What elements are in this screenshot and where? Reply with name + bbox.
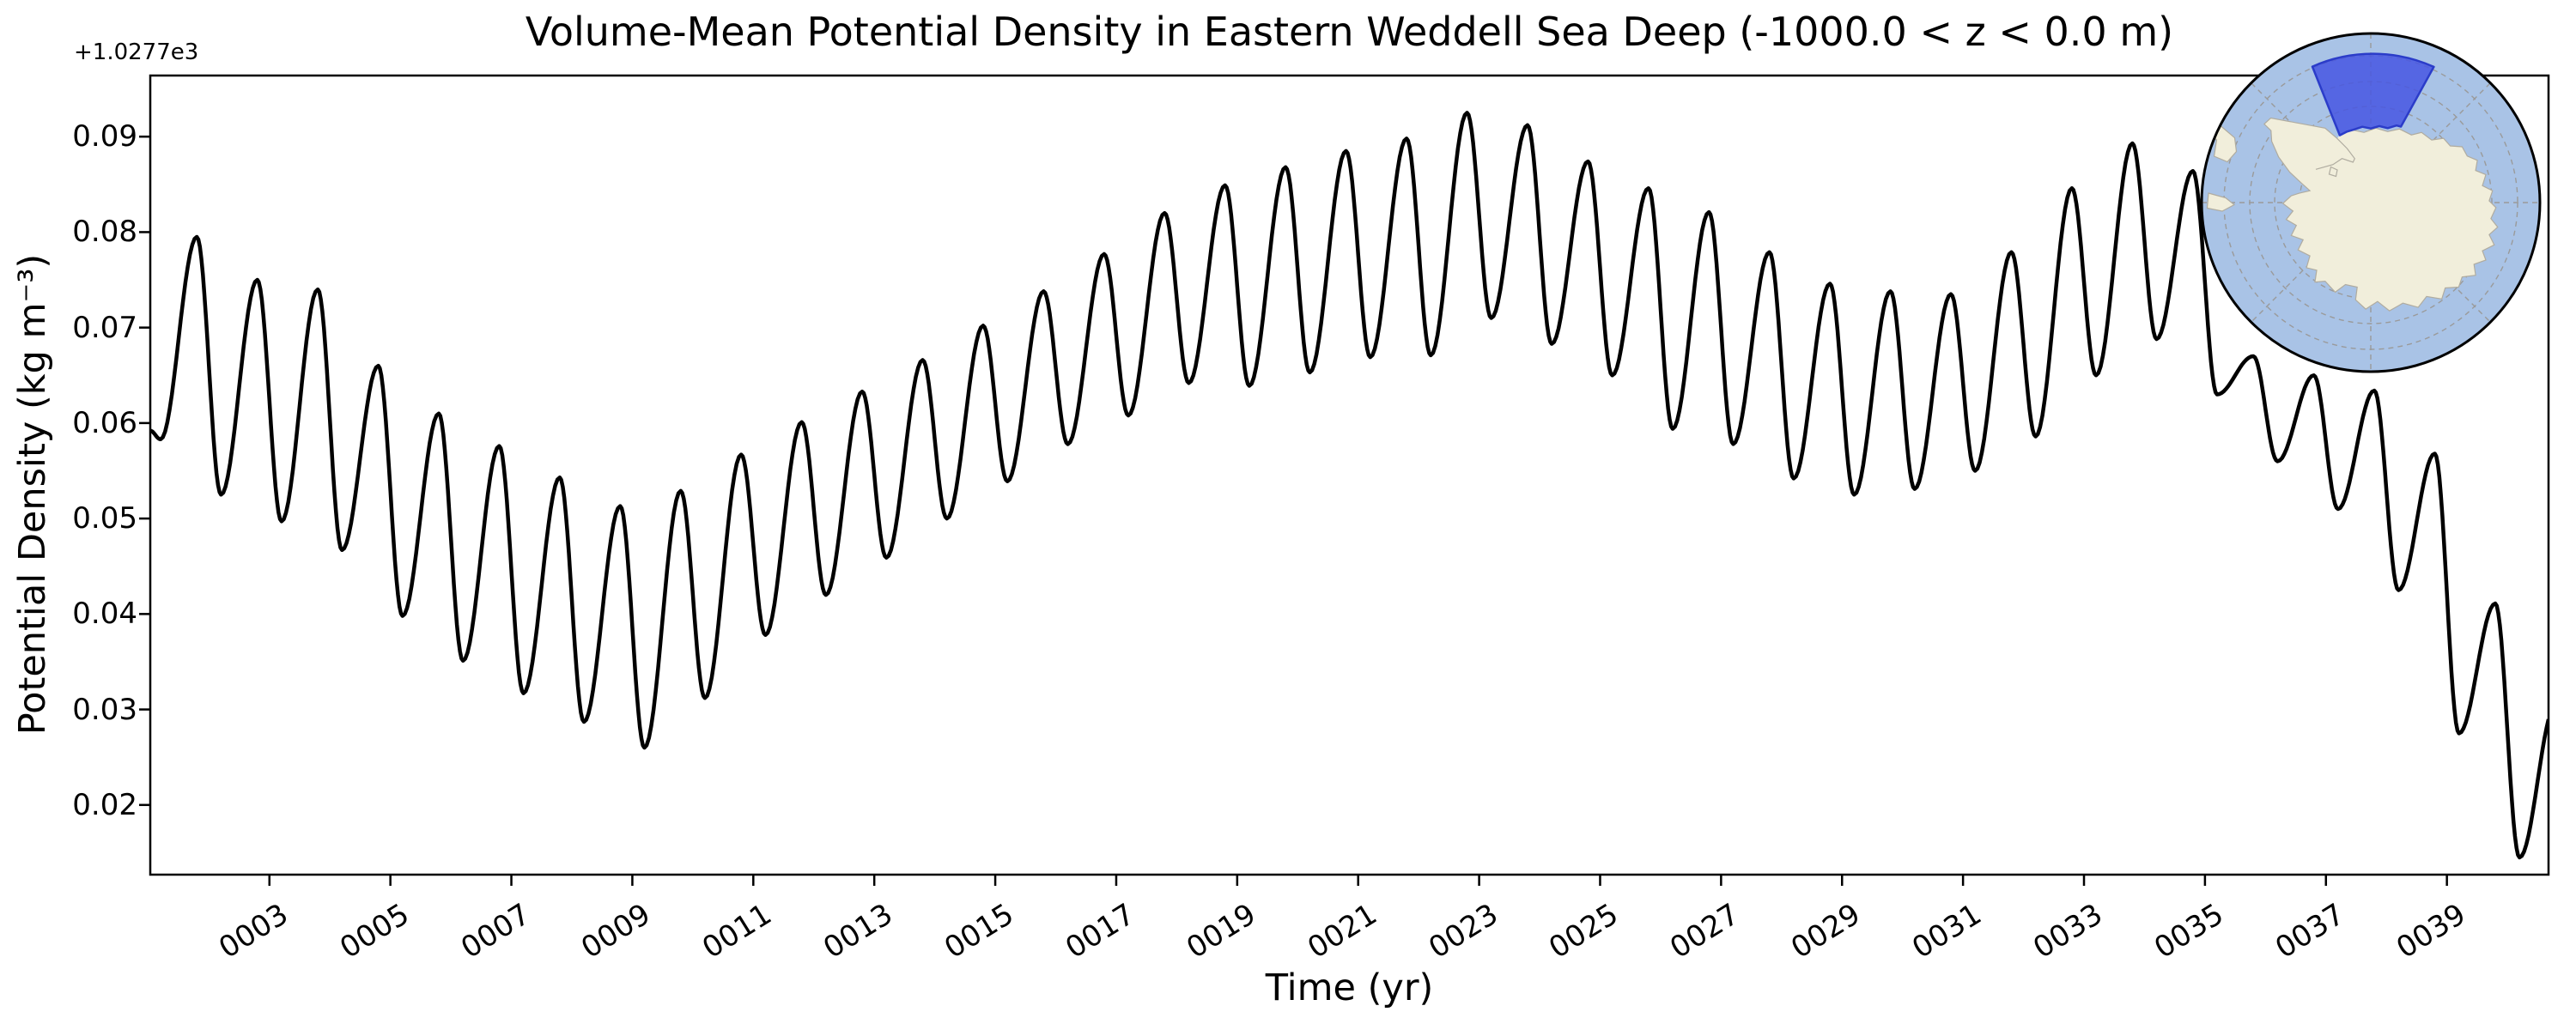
map-border-circle [2200,32,2542,373]
map-land-edge-west [2206,192,2236,212]
region-wedge-eastern-weddell [2311,52,2435,136]
antarctica-inset-map [2200,32,2542,373]
density-timeseries-line [150,111,2549,860]
map-land-antarctica [2205,116,2499,312]
antarctica-mainland [2263,117,2499,312]
map-island-small [2328,166,2338,178]
axes-spines [149,74,2550,876]
